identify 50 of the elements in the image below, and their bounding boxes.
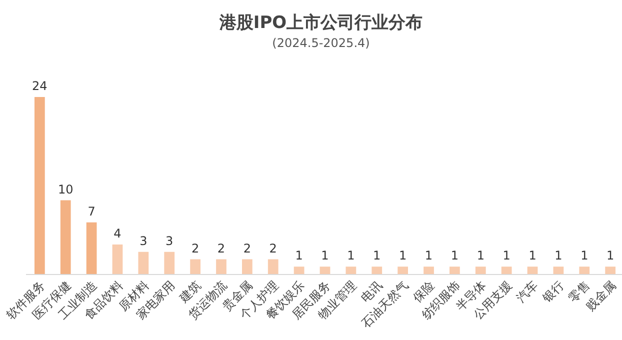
bar: [294, 266, 304, 274]
x-tick-label: 汽车: [514, 278, 541, 306]
bar: [268, 259, 278, 274]
data-label: 1: [295, 248, 303, 263]
bar: [501, 266, 512, 274]
data-label: 24: [32, 79, 48, 93]
data-label: 2: [243, 241, 252, 256]
data-label: 1: [528, 248, 536, 263]
bar: [190, 259, 200, 274]
data-label: 1: [347, 248, 355, 263]
data-label: 7: [88, 204, 96, 218]
bar: [86, 222, 97, 274]
chart-title: 港股IPO上市公司行业分布: [218, 13, 423, 33]
bar: [138, 252, 149, 274]
data-label: 2: [269, 241, 277, 256]
data-label: 1: [502, 248, 510, 263]
bar: [398, 266, 408, 274]
bar: [112, 244, 123, 274]
bar: [579, 266, 590, 274]
data-label: 1: [476, 248, 484, 263]
bar: [242, 259, 252, 274]
chart-subtitle: (2024.5-2025.4): [272, 36, 370, 50]
bar: [60, 200, 71, 274]
data-label: 1: [606, 248, 614, 263]
bar: [424, 266, 434, 274]
x-tick-label: 银行: [538, 278, 567, 306]
data-label: 1: [424, 248, 433, 263]
bar: [527, 266, 538, 274]
data-label: 1: [554, 248, 562, 263]
bar: [372, 266, 382, 274]
data-label: 3: [140, 234, 148, 248]
bar: [450, 266, 460, 274]
bar: [320, 266, 330, 274]
bar: [34, 97, 45, 274]
data-label: 1: [580, 248, 588, 263]
bar: [346, 266, 356, 274]
bar: [164, 252, 175, 274]
data-label: 1: [373, 248, 381, 263]
bar: [216, 259, 226, 274]
bar: [475, 266, 486, 274]
data-label: 2: [217, 241, 226, 256]
data-label: 1: [398, 248, 407, 263]
bar: [605, 266, 616, 274]
data-label: 1: [450, 248, 459, 263]
data-label: 10: [58, 182, 74, 196]
data-label: 1: [321, 248, 329, 263]
data-label: 2: [191, 241, 200, 256]
data-label: 3: [166, 234, 174, 248]
bar: [553, 266, 564, 274]
data-label: 4: [114, 226, 122, 240]
